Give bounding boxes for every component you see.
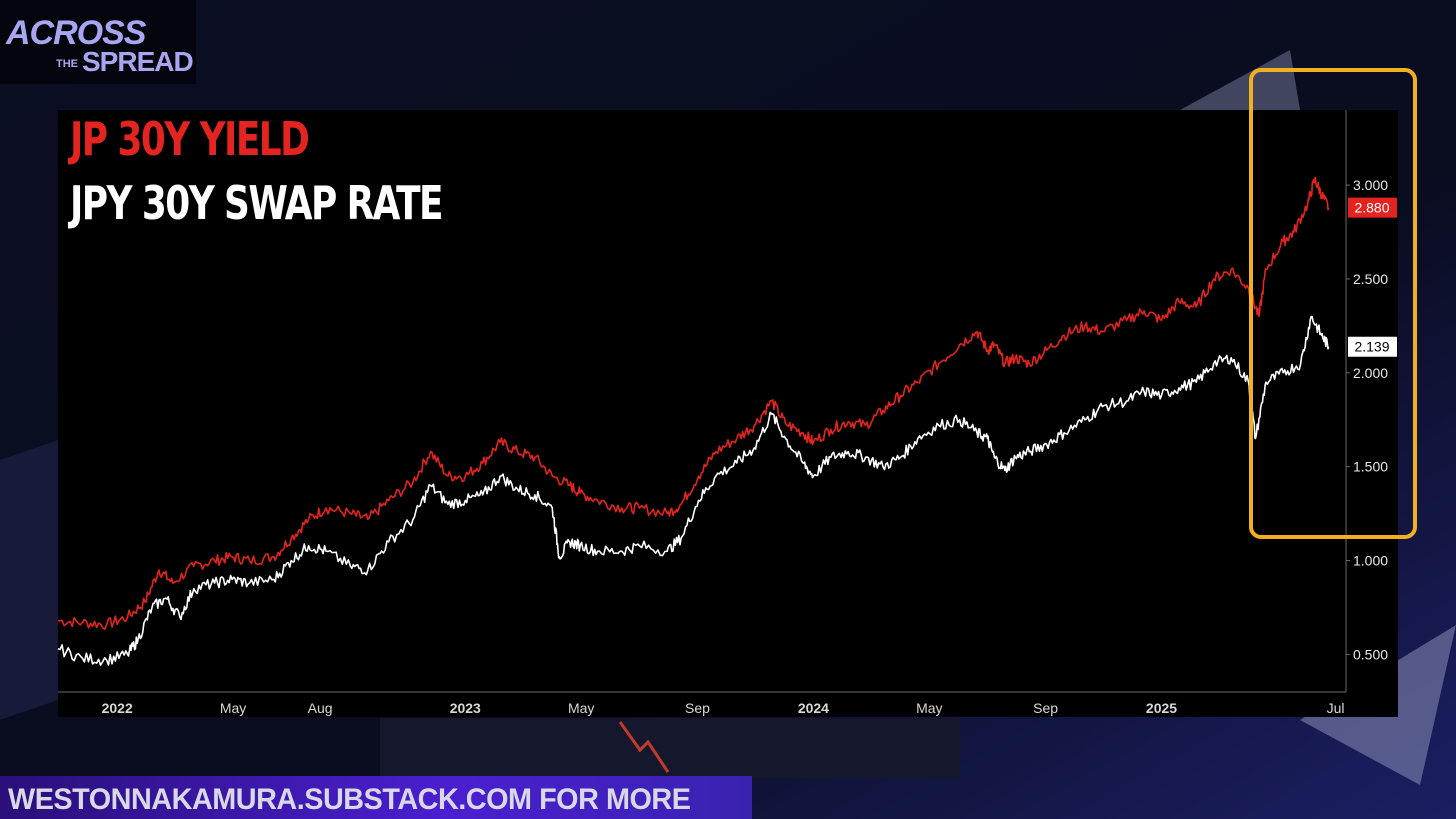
chart-title-white: JPY 30Y SWAP RATE [70,176,444,230]
x-tick-label: May [916,700,942,716]
series-line-jp-30y-yield [57,176,1330,631]
chart-panel [58,110,1398,717]
x-tick-label: Sep [1033,700,1058,716]
x-tick-label: Jul [1327,700,1345,716]
x-tick-label: 2022 [102,700,133,716]
x-tick-label: 2025 [1146,700,1177,716]
y-tick-label: 3.000 [1353,177,1388,193]
brand-line3: SPREAD [82,46,194,77]
x-tick-label: May [568,700,594,716]
x-tick-label: Aug [308,700,333,716]
y-tick-label: 1.000 [1353,553,1388,569]
y-tick-label: 0.500 [1353,646,1388,662]
y-tick-label: 2.000 [1353,365,1388,381]
chart-title-red: JP 30Y YIELD [70,112,310,166]
brand-line2: THE [56,58,78,70]
highlight-box [1249,68,1417,539]
last-value-label: 2.139 [1354,339,1389,355]
brand-logo: ACROSS THE SPREAD [0,0,196,84]
x-tick-label: 2023 [450,700,481,716]
last-value-badge [1348,197,1397,218]
x-tick-label: May [220,700,246,716]
last-value-label: 2.880 [1354,200,1389,216]
y-tick-label: 2.500 [1353,271,1388,287]
y-tick-label: 1.500 [1353,459,1388,475]
footer-banner: WESTONNAKAMURA.SUBSTACK.COM FOR MORE [0,776,752,819]
x-tick-label: Sep [685,700,710,716]
brand-line1: ACROSS [6,14,146,52]
last-value-badge [1348,336,1397,357]
footer-text: WESTONNAKAMURA.SUBSTACK.COM FOR MORE [8,783,691,816]
series-line-jpy-30y-swap-rate [57,315,1330,666]
x-tick-label: 2024 [798,700,829,716]
